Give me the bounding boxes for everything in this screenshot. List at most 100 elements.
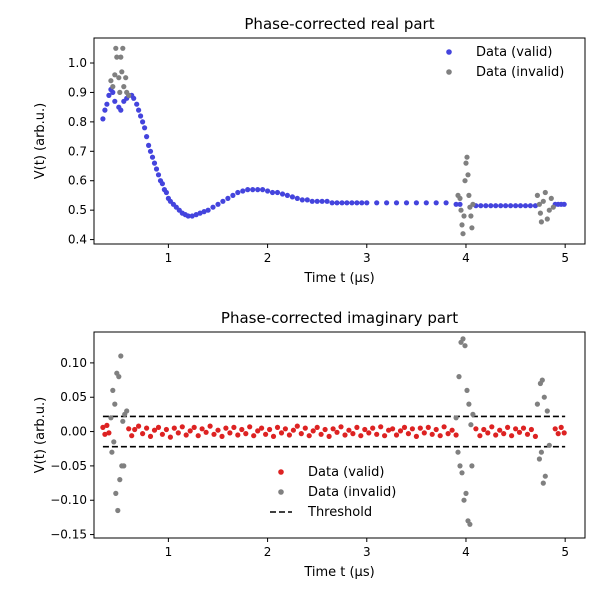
data-point <box>443 200 449 206</box>
data-point <box>344 200 350 206</box>
data-point <box>349 200 355 206</box>
data-point <box>155 424 162 430</box>
data-point <box>211 431 217 437</box>
data-point <box>250 187 256 193</box>
data-point <box>513 203 519 209</box>
data-point <box>561 201 567 207</box>
data-point <box>255 428 261 434</box>
data-point <box>247 424 253 430</box>
data-point <box>201 209 207 215</box>
data-point <box>121 463 127 469</box>
data-point <box>538 449 545 455</box>
data-point <box>457 201 463 207</box>
data-point <box>108 78 114 84</box>
data-point <box>306 433 312 439</box>
data-point <box>265 188 271 194</box>
data-point <box>461 497 467 503</box>
data-point <box>532 433 539 439</box>
data-point <box>493 203 499 209</box>
data-point <box>100 424 106 430</box>
data-point <box>113 490 119 496</box>
data-point <box>203 429 209 435</box>
legend-label: Data (invalid) <box>308 485 396 500</box>
y-tick-label: 0.10 <box>60 356 87 370</box>
data-point <box>126 426 132 432</box>
series-valid <box>100 422 567 440</box>
imaginary-part-panel: Phase-corrected imaginary part 1 2 3 4 5 −0.15… <box>33 309 586 580</box>
data-point <box>100 116 106 122</box>
data-point <box>117 477 123 483</box>
data-point <box>116 374 122 380</box>
data-point <box>542 473 548 479</box>
data-point <box>191 424 197 430</box>
data-point <box>255 187 261 193</box>
data-point <box>457 195 463 201</box>
data-point <box>322 426 328 433</box>
data-point <box>314 424 320 430</box>
data-point <box>140 119 146 125</box>
data-point <box>346 427 352 433</box>
data-point <box>259 425 265 431</box>
data-point <box>513 426 519 432</box>
data-point <box>462 343 468 349</box>
x-axis-label: Time t (μs) <box>303 271 374 286</box>
data-point <box>147 433 154 439</box>
data-point <box>215 201 221 207</box>
legend-marker <box>278 489 284 495</box>
data-point <box>251 433 257 439</box>
data-point <box>516 429 523 435</box>
data-point <box>542 189 548 196</box>
plot-frame <box>93 331 586 539</box>
data-point <box>159 431 165 437</box>
y-tick-label: 0.00 <box>60 425 87 439</box>
data-point <box>463 160 469 166</box>
data-point <box>501 431 507 437</box>
data-point <box>423 200 429 206</box>
y-tick-label: 0.4 <box>68 233 87 247</box>
data-point <box>151 427 158 433</box>
data-point <box>544 408 550 414</box>
data-point <box>110 387 116 393</box>
data-point <box>121 84 127 90</box>
data-point <box>403 200 410 206</box>
plot-frame <box>93 37 586 245</box>
data-point <box>104 422 110 428</box>
data-point <box>279 191 286 197</box>
data-point <box>185 213 191 219</box>
legend-label: Data (valid) <box>476 45 552 60</box>
data-point <box>460 231 466 237</box>
data-point <box>508 203 514 209</box>
data-point <box>517 203 524 209</box>
data-point <box>503 203 509 209</box>
data-point <box>457 463 463 469</box>
data-point <box>240 188 246 194</box>
x-tick-label: 1 <box>165 545 173 559</box>
data-point <box>378 424 384 430</box>
y-tick-label: −0.05 <box>50 459 87 473</box>
data-point <box>109 449 115 455</box>
data-point <box>146 142 152 148</box>
data-point <box>136 423 142 429</box>
data-point <box>485 430 491 436</box>
legend-label: Data (invalid) <box>476 65 564 80</box>
data-point <box>284 192 290 198</box>
data-point <box>464 387 470 393</box>
data-point <box>528 426 535 433</box>
data-point <box>466 401 472 407</box>
data-point <box>286 432 292 438</box>
data-point <box>304 197 310 203</box>
data-point <box>393 432 400 438</box>
data-point <box>199 426 205 432</box>
data-point <box>294 195 300 201</box>
data-point <box>483 203 489 209</box>
data-point <box>140 431 146 437</box>
data-point <box>155 172 162 178</box>
x-tick-label: 5 <box>561 545 569 559</box>
data-point <box>298 431 304 437</box>
data-point <box>552 426 558 432</box>
data-point <box>274 424 281 430</box>
data-point <box>520 425 527 431</box>
data-point <box>112 401 118 407</box>
data-point <box>220 198 226 204</box>
data-point <box>269 189 276 196</box>
